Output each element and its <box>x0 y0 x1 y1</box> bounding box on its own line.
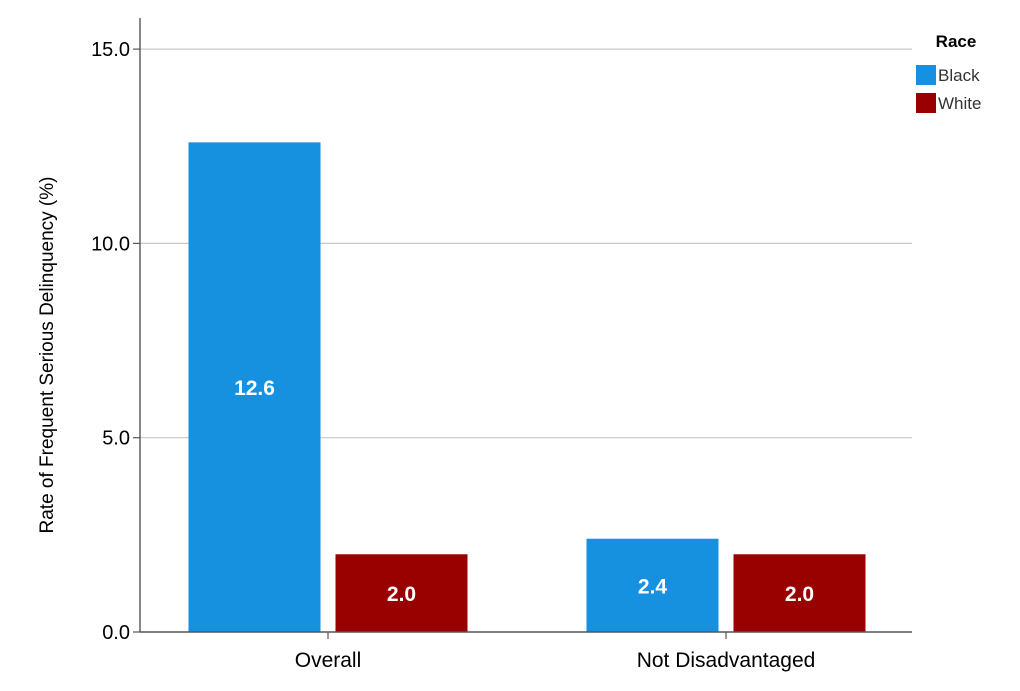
data-label: 2.0 <box>387 583 416 606</box>
bar-white-not-disadvantaged <box>733 554 866 632</box>
bar-black-overall <box>188 142 321 632</box>
y-tick-label: 10.0 <box>91 233 130 255</box>
legend-swatch-white <box>916 93 936 113</box>
data-labels: 12.6 2.0 2.4 2.0 <box>234 377 814 606</box>
legend: Race Black White <box>916 32 981 113</box>
bars <box>188 142 866 632</box>
data-label: 2.4 <box>638 575 668 598</box>
y-tick-label: 0.0 <box>102 622 130 644</box>
y-tick-label: 5.0 <box>102 428 130 450</box>
data-label: 12.6 <box>234 377 275 400</box>
legend-title: Race <box>936 32 977 51</box>
legend-label-white: White <box>938 94 981 113</box>
legend-label-black: Black <box>938 66 980 85</box>
axes: 0.0 5.0 10.0 15.0 Overall Not Disadvantaged Ra… <box>37 18 912 672</box>
legend-swatch-black <box>916 65 936 85</box>
y-axis-title: Rate of Frequent Serious Delinquency (%) <box>37 177 58 534</box>
x-category-label: Not Disadvantaged <box>637 649 816 672</box>
data-label: 2.0 <box>785 583 814 606</box>
bar-black-not-disadvantaged <box>586 538 719 632</box>
x-category-label: Overall <box>295 649 362 672</box>
bar-white-overall <box>335 554 468 632</box>
y-tick-label: 15.0 <box>91 39 130 61</box>
